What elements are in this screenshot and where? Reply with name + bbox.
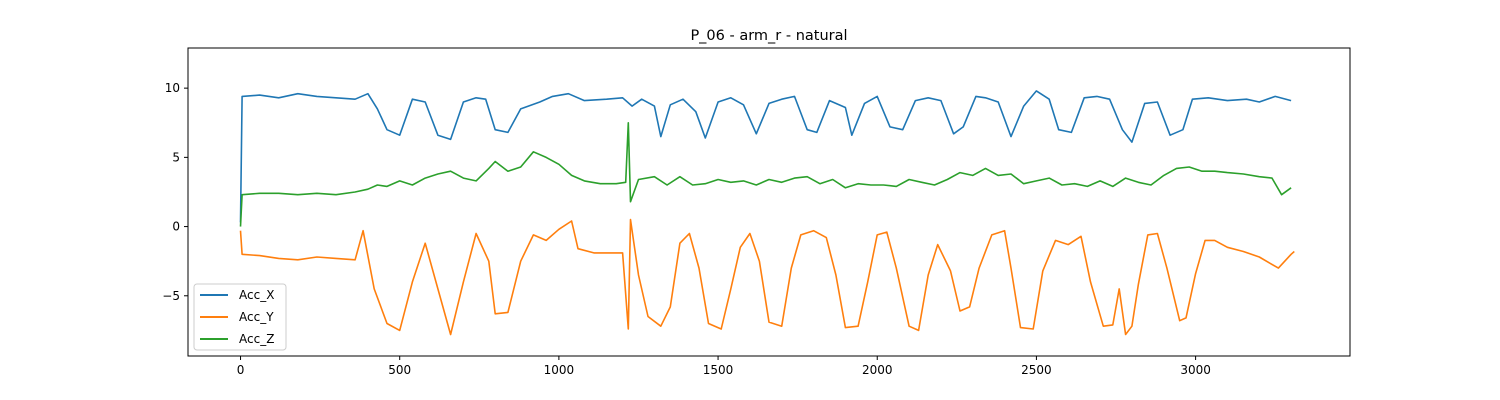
x-axis: 0 500 1000 1500 2000 2500 3000	[237, 356, 1211, 377]
x-tick-label: 1500	[703, 363, 734, 377]
series-layer	[239, 90, 1295, 336]
x-tick-label: 3000	[1180, 363, 1211, 377]
axes-frame	[187, 47, 1351, 357]
x-tick-label: 0	[237, 363, 245, 377]
y-tick-label: 0	[172, 220, 180, 234]
x-tick-label: 1000	[544, 363, 575, 377]
chart-title: P_06 - arm_r - natural	[690, 28, 847, 44]
y-axis: −5 0 5 10	[162, 81, 188, 303]
legend-box	[193, 283, 287, 351]
series-line-acc-z	[239, 122, 1292, 227]
series-line-acc-y	[239, 218, 1295, 336]
y-tick-label: 10	[165, 81, 180, 95]
plot-area	[187, 47, 1351, 357]
legend-label: Acc_Y	[239, 310, 274, 324]
y-tick-label: −5	[162, 289, 180, 303]
y-tick-label: 5	[172, 150, 180, 164]
legend-label: Acc_X	[239, 288, 274, 302]
series-line-acc-x	[239, 90, 1292, 223]
x-tick-label: 500	[388, 363, 411, 377]
legend-label: Acc_Z	[239, 332, 274, 346]
legend: Acc_X Acc_Y Acc_Z	[193, 283, 287, 351]
x-tick-label: 2000	[862, 363, 893, 377]
x-tick-label: 2500	[1021, 363, 1052, 377]
